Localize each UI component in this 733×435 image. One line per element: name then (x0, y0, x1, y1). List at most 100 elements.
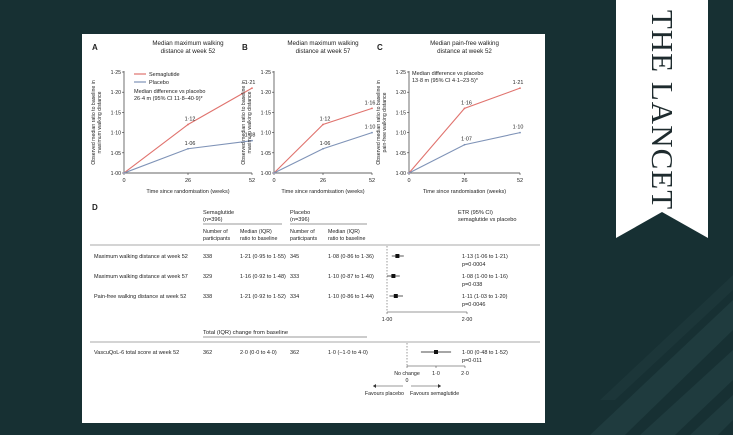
header-ratio-sema-line2: ratio to baseline (240, 236, 277, 242)
row2-plac-median: 1·0 (−1·0 to 4·0) (328, 350, 368, 356)
panel-c-y-tick-label: 1·05 (396, 151, 406, 157)
panel-c-y-label-line2: pain-free walking distance (382, 92, 388, 152)
panel-a-y-tick-label: 1·00 (111, 171, 121, 177)
panel-b-point-semaglutide (322, 123, 324, 126)
panel-a-data-label: 1·21 (245, 80, 256, 86)
row-label: Maximum walking distance at week 57 (94, 274, 188, 280)
panel-c-y-label: Observed median ratio to baseline in (376, 80, 382, 165)
favours-left-arrowhead (373, 384, 376, 388)
panel-a-y-tick-label: 1·05 (111, 151, 121, 157)
row-p-value: p=0·0004 (462, 262, 485, 268)
panel-a-data-label: 1·06 (185, 141, 196, 147)
panel-c-data-label: 1·21 (513, 80, 524, 86)
forest-axis-1-tick-label: 2·00 (462, 317, 473, 323)
panel-c-letter: C (377, 43, 383, 52)
forest-axis-1-tick-label: 1·00 (382, 317, 393, 323)
header-etr: ETR (95% CI) (458, 210, 493, 216)
brand-name: THE LANCET (645, 9, 680, 211)
forest-axis-2-tick-label: 2·0 (461, 371, 469, 377)
panel-c-annotation-line2: 13·8 m (95% CI 4·1–23·5)* (412, 78, 479, 84)
panel-b-point-placebo (322, 147, 324, 150)
row-plac-median: 1·08 (0·86 to 1·36) (328, 254, 374, 260)
row-sema-median: 1·21 (0·95 to 1·55) (240, 254, 286, 260)
header-n-sema: Number of (203, 229, 228, 235)
panel-c-data-label: 1·16 (461, 100, 472, 106)
panel-b-point-placebo (273, 172, 275, 174)
panel-a-annotation-line2: 26·4 m (95% CI 11·8–40·9)* (134, 96, 204, 102)
panel-a-legend-label: Semaglutide (149, 72, 180, 78)
header-placebo: Placebo (290, 210, 310, 216)
row-label: Maximum walking distance at week 52 (94, 254, 188, 260)
row2-etr: 1·00 (0·48 to 1·52) (462, 350, 508, 356)
favours-right-arrowhead (438, 384, 441, 388)
forest-axis-2-zero: 0 (406, 378, 409, 384)
panel-a-legend-label: Placebo (149, 80, 169, 86)
row-sema-n: 329 (203, 274, 212, 280)
row-plac-n: 345 (290, 254, 299, 260)
favours-placebo-label: Favours placebo (365, 391, 404, 397)
panel-a-y-tick-label: 1·10 (111, 131, 121, 137)
panel-b-y-label: Observed median ratio to baseline in (241, 80, 247, 165)
row-p-value: p=0·038 (462, 282, 482, 288)
panel-c-data-label: 1·07 (461, 137, 472, 143)
panel-a-y-tick-label: 1·25 (111, 70, 121, 76)
panel-b-y-tick-label: 1·20 (261, 90, 271, 96)
panel-c-y-tick-label: 1·00 (396, 171, 406, 177)
panel-b-line-placebo (273, 132, 373, 174)
panel-a-y-label: Observed median ratio to baseline in (91, 80, 97, 165)
panel-a-point-semaglutide (251, 87, 253, 90)
header-n-sema-line2: participants (203, 236, 230, 242)
panel-c-point-placebo (463, 143, 466, 146)
panel-c-title: Median pain-free walking (430, 40, 499, 47)
panel-a-letter: A (92, 43, 98, 52)
panel-a-point-placebo (251, 139, 253, 142)
header-ratio-plac-line2: ratio to baseline (328, 236, 365, 242)
row-plac-median: 1·10 (0·87 to 1·40) (328, 274, 374, 280)
section-total-change: Total (IQR) change from baseline (203, 330, 288, 336)
row2-sema-n: 362 (203, 350, 212, 356)
panel-c-y-tick-label: 1·15 (396, 110, 406, 116)
header-etr-line2: semaglutide vs placebo (458, 217, 516, 223)
forest-point (395, 254, 400, 258)
panel-b-y-tick-label: 1·05 (261, 151, 271, 157)
panel-a-x-label: Time since randomisation (weeks) (146, 189, 229, 195)
panel-a-data-label: 1·08 (245, 133, 256, 139)
panel-b-data-label: 1·16 (365, 100, 376, 106)
row-sema-n: 338 (203, 254, 212, 260)
panel-c-data-label: 1·10 (513, 125, 524, 131)
row-etr: 1·08 (1·00 to 1·16) (462, 274, 508, 280)
panel-b-x-label: Time since randomisation (weeks) (281, 189, 364, 195)
row-etr: 1·13 (1·06 to 1·21) (462, 254, 508, 260)
row2-p-value: p=0·011 (462, 358, 482, 364)
panel-c-title-line2: distance at week 52 (437, 48, 492, 55)
panel-c-annotation: Median difference vs placebo (412, 71, 483, 77)
panel-a-title-line2: distance at week 52 (161, 48, 216, 55)
row-sema-median: 1·16 (0·92 to 1·48) (240, 274, 286, 280)
panel-c-x-tick-label: 0 (407, 178, 410, 184)
panel-c-point-placebo (408, 172, 410, 174)
panel-b-title: Median maximum walking (287, 40, 359, 47)
panel-b-y-label-line2: maximum walking distance (247, 91, 253, 153)
forest-point (391, 274, 396, 278)
panel-b-title-line2: distance at week 57 (296, 48, 351, 55)
panel-b-data-label: 1·06 (320, 141, 331, 147)
panel-b-y-tick-label: 1·00 (261, 171, 271, 177)
panel-c-point-semaglutide (519, 87, 521, 90)
forest-point (393, 294, 398, 298)
panel-b-y-tick-label: 1·10 (261, 131, 271, 137)
panel-b-point-placebo (371, 131, 373, 134)
row2-label: VascuQoL-6 total score at week 52 (94, 350, 179, 356)
row-sema-median: 1·21 (0·92 to 1·52) (240, 294, 286, 300)
panel-c-y-tick-label: 1·20 (396, 90, 406, 96)
row-label: Pain-free walking distance at week 52 (94, 294, 186, 300)
panel-c-point-semaglutide (463, 107, 466, 110)
row2-plac-n: 362 (290, 350, 299, 356)
panel-a-x-tick-label: 26 (185, 178, 191, 184)
row-etr: 1·11 (1·03 to 1·20) (462, 294, 508, 300)
header-semaglutide: Semaglutide (203, 210, 234, 216)
forest-axis-2-no-change: No change (394, 371, 420, 377)
row-plac-median: 1·10 (0·86 to 1·44) (328, 294, 374, 300)
panel-b-x-tick-label: 26 (320, 178, 326, 184)
header-n-plac: Number of (290, 229, 315, 235)
header-ratio-plac: Median (IQR) (328, 229, 360, 235)
